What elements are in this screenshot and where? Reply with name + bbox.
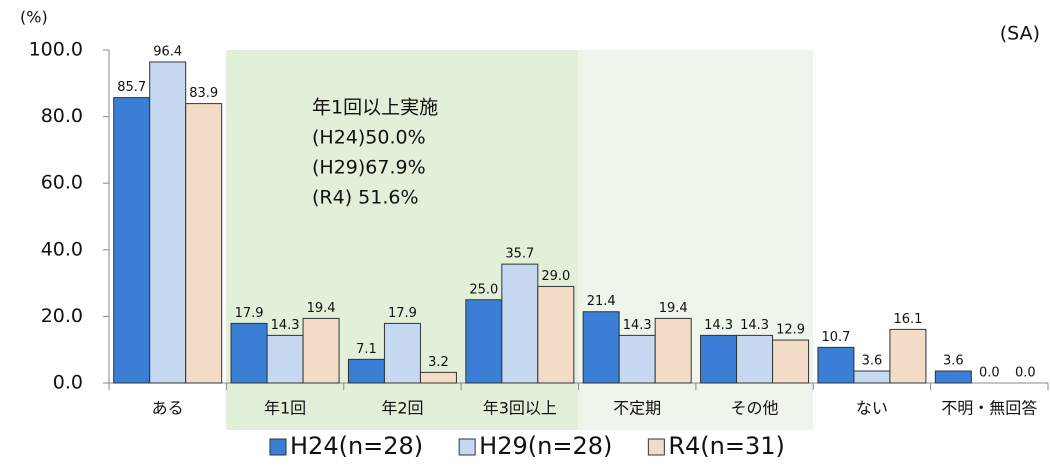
bar <box>149 61 187 384</box>
value-label: 10.7 <box>821 330 850 345</box>
bar <box>853 370 891 384</box>
value-label: 7.1 <box>356 342 377 357</box>
y-tick-label: 0.0 <box>53 372 83 394</box>
bar <box>582 311 620 384</box>
legend-label: R4(n=31) <box>668 432 785 460</box>
value-label: 3.2 <box>428 355 449 370</box>
question-type: (SA) <box>1000 23 1040 45</box>
value-label: 14.3 <box>704 318 733 333</box>
bar <box>537 285 575 384</box>
bar <box>501 263 539 384</box>
value-label: 25.0 <box>469 282 498 297</box>
legend-swatch <box>269 438 287 456</box>
y-tick-label: 100.0 <box>29 39 83 61</box>
bar <box>383 322 421 384</box>
value-label: 0.0 <box>1015 366 1036 381</box>
value-label: 17.9 <box>235 306 264 321</box>
legend-label: H29(n=28) <box>479 432 612 460</box>
legend-swatch <box>458 438 476 456</box>
value-label: 35.7 <box>505 247 534 262</box>
value-label: 96.4 <box>153 44 182 59</box>
y-tick-label: 20.0 <box>41 305 83 327</box>
bar <box>736 334 774 384</box>
x-tick-label: ある <box>152 399 184 418</box>
bar <box>654 317 692 384</box>
bar <box>113 97 151 384</box>
value-label: 19.4 <box>307 301 336 316</box>
bar <box>618 334 656 384</box>
value-label: 0.0 <box>979 366 1000 381</box>
x-tick-label: 年2回 <box>381 399 423 418</box>
bar <box>700 334 738 384</box>
bar <box>347 358 385 384</box>
bar <box>419 371 457 384</box>
y-tick-label: 80.0 <box>41 105 83 127</box>
x-tick-label: その他 <box>731 399 779 418</box>
y-tick-label: 40.0 <box>41 238 83 260</box>
value-label: 85.7 <box>117 80 146 95</box>
bar <box>772 339 810 384</box>
value-label: 17.9 <box>388 306 417 321</box>
x-tick-label: ない <box>856 399 888 418</box>
bar <box>302 317 340 384</box>
annotation: 年1回以上実施 <box>312 97 438 119</box>
bar <box>465 299 503 384</box>
bar <box>817 346 855 384</box>
value-label: 21.4 <box>587 294 616 309</box>
value-label: 3.6 <box>943 354 964 369</box>
value-label: 29.0 <box>541 269 570 284</box>
bar <box>185 103 223 384</box>
value-label: 14.3 <box>623 318 652 333</box>
value-label: 12.9 <box>776 323 805 338</box>
value-label: 19.4 <box>659 301 688 316</box>
annotation: (H29)67.9% <box>312 157 426 179</box>
x-tick-label: 不明・無回答 <box>941 399 1037 418</box>
bar <box>266 334 304 384</box>
value-label: 14.3 <box>271 318 300 333</box>
x-tick-label: 不定期 <box>613 399 661 418</box>
y-unit: (%) <box>20 8 48 27</box>
value-label: 16.1 <box>893 312 922 327</box>
bar <box>934 370 972 384</box>
bar <box>230 322 268 384</box>
value-label: 14.3 <box>740 318 769 333</box>
value-label: 3.6 <box>862 354 883 369</box>
bar <box>889 328 927 384</box>
x-tick-label: 年1回 <box>264 399 306 418</box>
legend-label: H24(n=28) <box>290 432 423 460</box>
legend-swatch <box>647 438 665 456</box>
y-tick-label: 60.0 <box>41 172 83 194</box>
x-tick-label: 年3回以上 <box>483 399 557 418</box>
annotation: (H24)50.0% <box>312 127 426 149</box>
annotation: (R4) 51.6% <box>312 187 419 209</box>
value-label: 83.9 <box>189 86 218 101</box>
